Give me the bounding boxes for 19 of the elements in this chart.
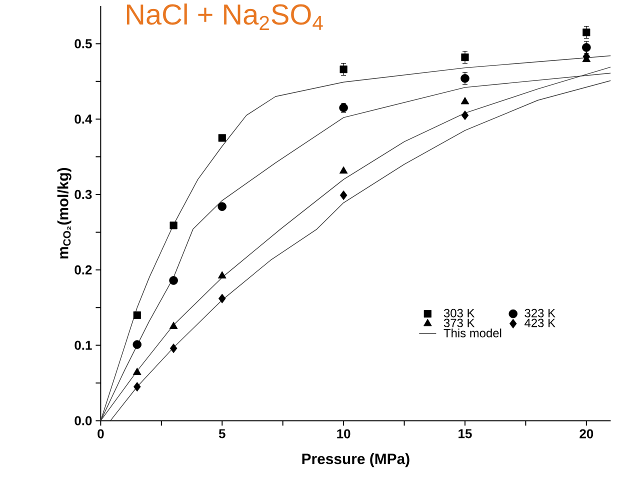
y-tick-label: 0.1 <box>74 340 92 350</box>
x-tick-label: 0 <box>98 429 104 438</box>
y-tick-label: 0.4 <box>74 114 92 124</box>
legend-label: 423 K <box>524 318 556 328</box>
x-tick-label: 5 <box>218 429 226 438</box>
x-tick-label: 10 <box>337 429 350 438</box>
y-tick-label: 0.3 <box>74 190 92 200</box>
x-tick-label: 15 <box>458 429 472 438</box>
legend-label: This model <box>444 328 502 338</box>
legend-label: 303 K <box>444 308 475 318</box>
x-axis-title: Pressure (MPa) <box>302 453 410 468</box>
y-tick-label: 0.0 <box>74 416 92 426</box>
y-axis-title: m$_{CO₂}$(mol/kg) <box>57 168 72 258</box>
y-tick-label: 0.2 <box>74 265 92 274</box>
x-tick-label: 20 <box>580 429 594 438</box>
y-tick-label: 0.5 <box>74 39 92 48</box>
chart-title: NaCl + Na$_{2}$SO$_{4}$ <box>126 4 323 30</box>
legend-label: 373 K <box>444 318 475 328</box>
legend-label: 323 K <box>524 308 556 318</box>
